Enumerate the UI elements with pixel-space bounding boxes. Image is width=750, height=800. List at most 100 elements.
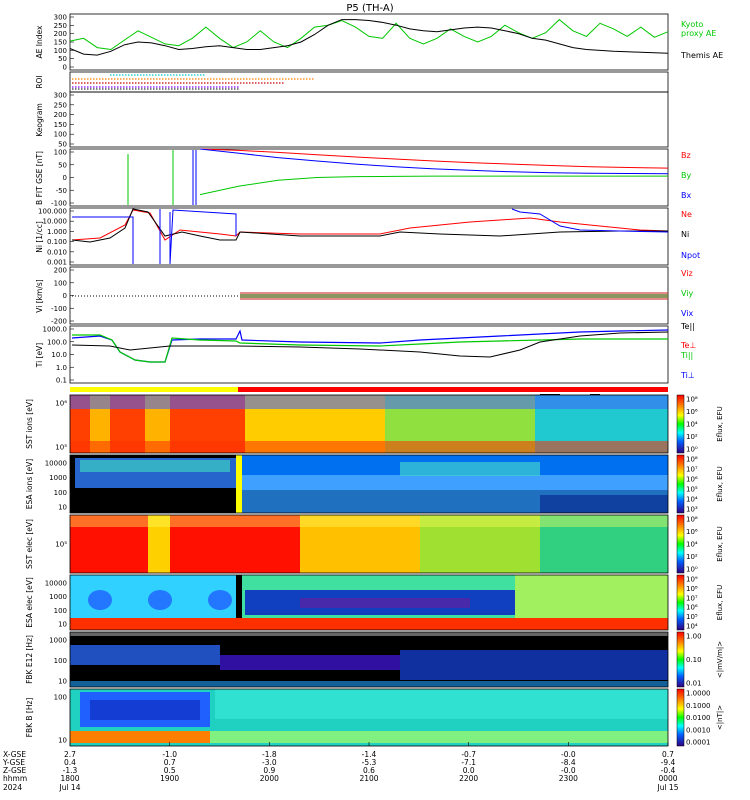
ae-ytick: 50	[58, 55, 67, 63]
spectrogram-esa-ions	[69, 454, 669, 514]
colorbar-tick: 10⁶	[686, 408, 698, 416]
colorbar	[676, 688, 685, 747]
colorbar-tick: 10⁴	[686, 541, 698, 549]
x-tick-label: 1900	[160, 774, 179, 783]
temp-te-trace	[71, 331, 669, 358]
ephemeris-value: -0.7	[461, 750, 476, 759]
colorbar-tick: 10⁸	[686, 396, 698, 404]
spectrogram-ytick: 100	[54, 607, 67, 615]
spectrogram-ytick: 100	[54, 657, 67, 665]
temp-tepar-trace	[72, 334, 668, 363]
colorbar-tick: 1.0000	[686, 690, 711, 698]
keogram-ytick: 100	[54, 131, 67, 139]
legend-te-perp: Te⊥	[680, 341, 696, 350]
bfield-ylabel: B FIT GSE [nT]	[35, 151, 44, 205]
legend-by: By	[681, 171, 691, 180]
keogram-ytick: 300	[54, 92, 67, 100]
density-ytick: 1.000	[47, 228, 67, 236]
velocity-panel: Vi [km/s] 200 100 0 -100 -200 Viz Viy Vix	[35, 267, 694, 326]
colorbar	[676, 514, 685, 574]
colorbar-tick: 10²	[686, 553, 698, 561]
ephemeris-value: -8.4	[561, 758, 576, 767]
colorbar	[676, 574, 685, 631]
colorbar-tick: 10⁰	[686, 566, 698, 574]
spectrogram-fbk-e12	[69, 631, 669, 688]
legend-ne: Ne	[681, 210, 692, 219]
spectrogram-ylabel: ESA elec [eV]	[25, 577, 34, 628]
ephemeris-value: -3.0	[262, 758, 277, 767]
legend-ti-perp: Ti⊥	[680, 371, 695, 380]
velocity-ytick: -100	[51, 305, 67, 313]
bfield-spikes	[127, 150, 197, 205]
ephemeris-value: 0.4	[64, 758, 76, 767]
colorbar-label: Eflux, EFU	[716, 585, 724, 620]
roi-ylabel: ROI	[35, 75, 44, 88]
temperature-ytick: 1000.0	[43, 326, 68, 334]
ae-ytick: 200	[54, 30, 67, 38]
x-tick-label: 2200	[459, 774, 478, 783]
spectrogram-sst-ions	[69, 394, 669, 454]
legend-viy: Viy	[681, 289, 694, 298]
x-tick-label: 2300	[559, 774, 578, 783]
temperature-ylabel: Ti [eV]	[35, 343, 44, 368]
colorbar	[676, 394, 685, 454]
colorbar-tick: 10⁴	[686, 623, 698, 631]
colorbar-tick: 1.00	[686, 633, 702, 641]
spectrogram-ylabel: ESA ions [eV]	[25, 459, 34, 510]
ephemeris-value: 0.9	[263, 766, 275, 775]
colorbar-tick: 10⁰	[686, 446, 698, 454]
spectrogram-fbk-b	[69, 688, 669, 747]
x-tick-label: 2000	[260, 774, 279, 783]
temperature-ytick: 1.0	[56, 364, 67, 372]
colorbar-tick: 10⁶	[686, 476, 698, 484]
temperature-ytick: 0.1	[56, 377, 67, 385]
x-date-label: Jul 14	[59, 783, 81, 792]
bfield-series-by	[199, 175, 668, 196]
legend-ni: Ni	[681, 230, 689, 239]
colorbar-tick: 0.0010	[686, 726, 711, 734]
colorbar-tick: 10⁷	[686, 594, 698, 602]
velocity-ylabel: Vi [km/s]	[35, 279, 44, 312]
colorbar-tick: 10⁵	[686, 486, 698, 494]
chart-title: P5 (TH-A)	[346, 3, 393, 14]
x-tick-label: 0000	[658, 774, 677, 783]
bfield-panel: B FIT GSE [nT] 100 50 0 -50 -100 Bz By Bx	[35, 149, 691, 208]
spectrogram-ytick: 10000	[45, 460, 67, 468]
legend-bx: Bx	[681, 191, 691, 200]
spectrogram-esa-elec	[69, 574, 669, 631]
ephemeris-value: -0.0	[561, 766, 576, 775]
colorbar	[676, 631, 685, 688]
spectrogram-ytick: 10⁶	[55, 400, 67, 408]
ae-ytick: 150	[54, 39, 67, 47]
bfield-ytick: -50	[56, 187, 67, 195]
density-ytick: 0.010	[47, 248, 67, 256]
colorbar-tick: 0.1000	[686, 702, 711, 710]
ephemeris-value: -5.3	[362, 758, 377, 767]
ephemeris-value: -1.8	[262, 750, 277, 759]
colorbar-tick: 10³	[686, 506, 698, 514]
legend-proxy-ae: proxy AE	[681, 29, 716, 38]
ephemeris-value: -9.4	[661, 758, 676, 767]
spectrogram-ytick: 10	[58, 621, 67, 629]
x-date-label: Jul 15	[657, 783, 679, 792]
spectrogram-ylabel: FBK B [Hz]	[25, 698, 34, 738]
legend-viz: Viz	[681, 269, 693, 278]
keogram-ytick: 150	[54, 121, 67, 129]
ephemeris-row-label: hhmm	[3, 774, 27, 783]
density-panel: Ni [1/cc] 100.000 10.000 1.000 0.100 0.010 0.…	[35, 208, 700, 267]
keogram-ytick: 200	[54, 111, 67, 119]
velocity-ytick: -200	[51, 318, 67, 326]
spectrogram-ytick: 10⁵	[55, 541, 67, 549]
colorbar-tick: 10⁶	[686, 528, 698, 536]
spectrogram-ytick: 1000	[49, 637, 67, 645]
density-ylabel: Ni [1/cc]	[35, 221, 44, 253]
velocity-ytick: 0	[63, 292, 67, 300]
colorbar-label: <|nT|>	[716, 705, 724, 730]
ephemeris-value: -0.4	[661, 766, 676, 775]
temperature-panel: Ti [eV] 1000.0 100.0 10.0 1.0 0.1 Te|| Te⊥ T…	[35, 322, 696, 385]
colorbar-tick: 0.0001	[686, 739, 711, 747]
spectrogram-ytick: 10	[58, 737, 67, 745]
